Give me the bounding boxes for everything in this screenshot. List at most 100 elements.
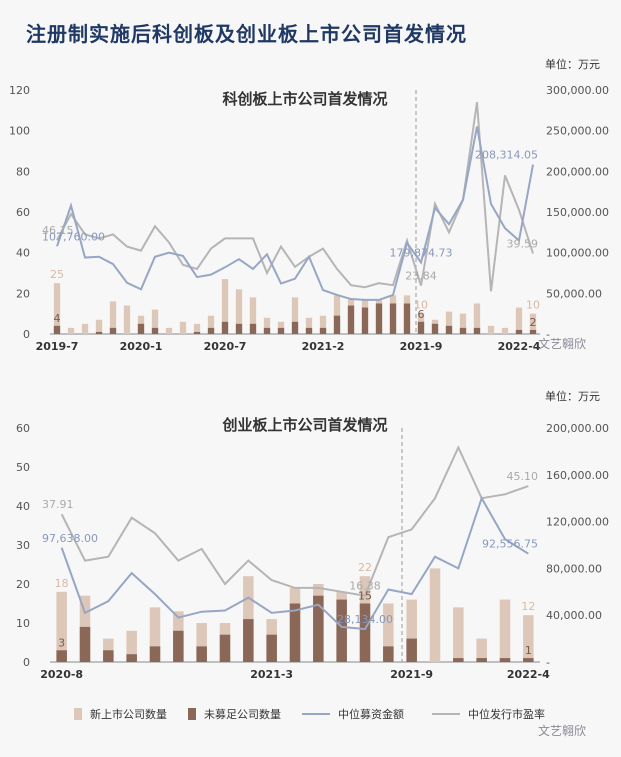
bar-new-listed	[263, 317, 271, 334]
right-tick-label: 250,000.00	[546, 125, 609, 138]
bar-under-raised	[79, 626, 91, 662]
legend-pe-label: 中位发行市盈率	[468, 708, 545, 721]
line-median-raise	[60, 495, 529, 631]
x-tick-label: 2021-9	[400, 340, 443, 353]
bar-under-raised	[249, 323, 257, 334]
legend: 新上市公司数量 未募足公司数量 中位募资金额 中位发行市盈率	[0, 706, 621, 730]
data-label: 15	[358, 590, 372, 603]
bar-new-listed	[473, 303, 481, 334]
left-tick-label: 20	[16, 287, 30, 300]
bar-new-listed	[459, 313, 467, 334]
data-label: 25	[50, 268, 64, 281]
legend-pe-swatch	[432, 713, 460, 715]
right-tick-label: 200,000.00	[546, 422, 609, 435]
right-tick-label: 100,000.00	[546, 247, 609, 260]
chart-title: 创业板上市公司首发情况	[221, 416, 387, 434]
bar-under-raised	[476, 658, 487, 662]
x-tick-label: 2021-3	[250, 668, 293, 681]
right-tick-label: 40,000.00	[546, 609, 602, 622]
bar-under-raised	[383, 646, 394, 662]
bar-under-raised	[291, 321, 299, 334]
bar-under-raised	[266, 634, 277, 662]
bar-new-listed	[53, 283, 61, 334]
x-tick-label: 2019-7	[36, 340, 79, 353]
data-label: 6	[418, 308, 425, 321]
right-tick-label: 80,000.00	[546, 562, 602, 575]
bar-under-raised	[219, 634, 231, 662]
bar-under-raised	[515, 329, 523, 334]
bar-under-raised	[347, 305, 355, 334]
data-label: 107,760.00	[42, 230, 105, 243]
left-tick-label: 60	[16, 422, 30, 435]
bar-new-listed	[235, 289, 243, 334]
line-median-pe	[60, 445, 529, 597]
left-tick-label: 40	[16, 247, 30, 260]
bar-under-raised	[95, 331, 103, 334]
bar-under-raised	[196, 646, 207, 662]
x-tick-label: 2021-9	[390, 668, 433, 681]
left-tick-label: 100	[9, 125, 30, 138]
bar-new-listed	[499, 599, 511, 662]
bar-under-raised	[56, 650, 67, 662]
bar-under-raised	[151, 327, 159, 334]
bar-new-listed	[151, 309, 159, 334]
bar-under-raised	[389, 303, 397, 334]
watermark-top: 文艺翱欣	[538, 337, 587, 351]
bar-new-listed	[56, 591, 67, 662]
bar-new-listed	[95, 319, 103, 334]
left-tick-label: 40	[16, 500, 30, 513]
bar-new-listed	[429, 568, 441, 662]
data-label: 16.38	[349, 580, 381, 593]
x-tick-label: 2020-7	[204, 340, 247, 353]
data-label: 45.10	[507, 470, 539, 483]
legend-new-label: 新上市公司数量	[90, 708, 167, 721]
bar-new-listed	[445, 311, 453, 334]
left-tick-label: 30	[16, 539, 30, 552]
bar-new-listed	[453, 607, 464, 662]
bar-new-listed	[305, 317, 313, 334]
bar-new-listed	[81, 323, 89, 334]
x-tick-label: 2021-2	[302, 340, 345, 353]
left-tick-label: 80	[16, 165, 30, 178]
chart-star-market: 科创板上市公司首发情况 0 20 40 60 80 100 120 - 50,000.00 100,…	[9, 84, 609, 353]
left-tick-label: 10	[16, 617, 30, 630]
bar-under-raised	[103, 650, 114, 662]
bar-under-raised	[333, 315, 341, 334]
bar-new-listed	[249, 297, 257, 334]
legend-median-pe: 中位发行市盈率	[432, 706, 545, 722]
right-tick-label: -	[546, 328, 550, 341]
bar-under-raised	[173, 630, 184, 662]
bar-under-raised	[109, 327, 117, 334]
x-tick-label: 2022-4	[507, 668, 550, 681]
main-title: 注册制实施后科创板及创业板上市公司首发情况	[26, 22, 467, 46]
line-median-raise	[56, 126, 534, 301]
bar-new-listed	[123, 305, 131, 334]
unit-label-bottom: 单位：万元	[545, 390, 600, 403]
data-label: 4	[54, 312, 61, 325]
right-tick-label: 300,000.00	[546, 84, 609, 97]
legend-raise-label: 中位募资金额	[338, 708, 404, 721]
bar-under-raised	[126, 654, 137, 662]
right-tick-label: 120,000.00	[546, 516, 609, 529]
data-label: 18	[55, 577, 69, 590]
bar-new-listed	[109, 301, 117, 334]
bar-under-raised	[445, 325, 453, 334]
bar-under-raised	[417, 321, 425, 334]
bar-under-raised	[207, 327, 215, 334]
bar-under-raised	[431, 323, 439, 334]
watermark-bottom: 文艺翱欣	[538, 724, 587, 738]
bar-under-raised	[149, 646, 161, 662]
legend-raise-swatch	[302, 713, 330, 715]
bar-new-listed	[523, 615, 534, 662]
data-label: 92,556.75	[482, 538, 538, 551]
chart-chinext: 创业板上市公司首发情况 0 10 20 30 40 50 60 - 40,000.00 80,000…	[16, 416, 609, 681]
legend-median-raise: 中位募资金额	[302, 706, 404, 722]
left-tick-label: 0	[23, 328, 30, 341]
bar-new-listed	[165, 327, 173, 334]
right-tick-label: 200,000.00	[546, 165, 609, 178]
data-label: 39.59	[507, 238, 539, 251]
bar-under-raised	[289, 603, 301, 662]
right-tick-label: 160,000.00	[546, 469, 609, 482]
bar-under-raised	[523, 658, 534, 662]
chart-title: 科创板上市公司首发情况	[222, 90, 387, 108]
